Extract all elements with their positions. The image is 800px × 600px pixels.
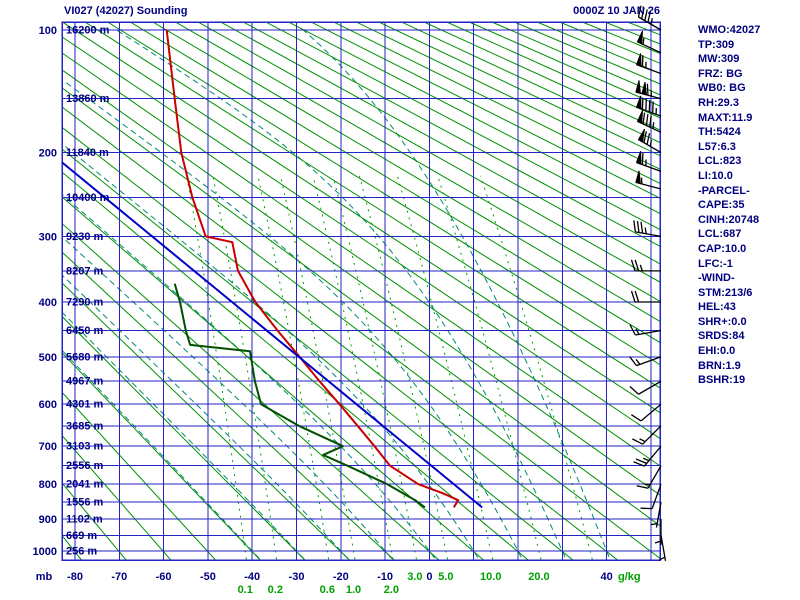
temp-tick-label: 0 bbox=[426, 571, 432, 583]
chart-datetime: 0000Z 10 JAN 26 bbox=[573, 5, 660, 17]
pressure-label: 300 bbox=[39, 231, 57, 243]
stats-line: SHR+:0.0 bbox=[698, 315, 747, 328]
height-label: 8207 m bbox=[66, 265, 104, 277]
temp-tick-label: -30 bbox=[289, 571, 305, 583]
mixing-ratio-label: 0.2 bbox=[268, 584, 283, 596]
temp-tick-label: 40 bbox=[600, 571, 612, 583]
temp-tick-label: -70 bbox=[111, 571, 127, 583]
mixing-unit-label: g/kg bbox=[618, 571, 641, 583]
stats-line: MAXT:11.9 bbox=[698, 111, 753, 124]
stats-line: CINH:20748 bbox=[698, 213, 760, 226]
mixing-ratio-label: 0.6 bbox=[320, 584, 335, 596]
stats-line: BSHR:19 bbox=[698, 374, 746, 387]
pressure-label: 200 bbox=[39, 148, 57, 160]
stats-line: WB0: BG bbox=[698, 82, 746, 95]
height-label: 10400 m bbox=[66, 192, 110, 204]
stats-panel: WMO:42027 TP:309 MW:309 FRZ: BG WB0: BG RH:29… bbox=[698, 23, 798, 388]
mixing-ratio-lines bbox=[186, 175, 593, 560]
stats-line: -WIND- bbox=[698, 272, 735, 285]
stats-line: RH:29.3 bbox=[698, 96, 739, 109]
height-label: 669 m bbox=[66, 530, 97, 542]
height-label: 7290 m bbox=[66, 297, 104, 309]
mixing-ratio-label: 2.0 bbox=[384, 584, 399, 596]
pressure-unit-label: mb bbox=[36, 571, 53, 583]
stats-line: WMO:42027 bbox=[698, 24, 761, 36]
pressure-label: 800 bbox=[39, 479, 57, 491]
stats-line: LI:10.0 bbox=[698, 169, 733, 182]
stats-line: SRDS:84 bbox=[698, 330, 745, 343]
stats-line: BRN:1.9 bbox=[698, 359, 741, 372]
dry-adiabats bbox=[62, 22, 660, 560]
stats-line: CAP:10.0 bbox=[698, 242, 747, 255]
stats-line: LCL:687 bbox=[698, 228, 742, 241]
temp-tick-label: -20 bbox=[333, 571, 349, 583]
wind-barbs bbox=[629, 5, 667, 561]
parcel-trace bbox=[62, 161, 483, 509]
pressure-temp-grid bbox=[61, 21, 661, 561]
height-label: 2556 m bbox=[66, 460, 104, 472]
mixing-ratio-label: 0.1 bbox=[238, 584, 253, 596]
stats-line: EHI:0.0 bbox=[698, 345, 736, 358]
height-label: 256 m bbox=[66, 545, 97, 557]
height-label: 4301 m bbox=[66, 399, 104, 411]
pressure-label: 900 bbox=[39, 514, 57, 526]
height-label: 3685 m bbox=[66, 420, 104, 432]
height-label: 1102 m bbox=[66, 513, 103, 525]
stats-line: HEL:43 bbox=[698, 301, 736, 314]
temp-tick-label: -60 bbox=[156, 571, 172, 583]
pressure-label: 400 bbox=[39, 297, 57, 309]
height-label: 2041 m bbox=[66, 479, 104, 491]
stats-line: LCL:823 bbox=[698, 155, 742, 168]
mixing-ratio-label: 5.0 bbox=[438, 571, 453, 583]
stats-line: CAPE:35 bbox=[698, 199, 745, 212]
temp-tick-label: -50 bbox=[200, 571, 216, 583]
mixing-ratio-label: 20.0 bbox=[528, 571, 549, 583]
pressure-label: 500 bbox=[39, 352, 57, 364]
sounding-traces bbox=[62, 29, 483, 509]
height-label: 16200 m bbox=[66, 25, 110, 37]
stats-line: MW:309 bbox=[698, 53, 740, 66]
dewpoint-trace bbox=[173, 283, 426, 509]
stats-line: TH:5424 bbox=[698, 126, 741, 139]
moist-adiabats bbox=[62, 29, 611, 560]
pressure-label: 1000 bbox=[33, 546, 57, 558]
stats-line: TP:309 bbox=[698, 38, 735, 51]
stats-line: L57:6.3 bbox=[698, 140, 736, 153]
pressure-label: 700 bbox=[39, 441, 57, 453]
height-label: 3103 m bbox=[66, 441, 104, 453]
temp-tick-label: -10 bbox=[377, 571, 393, 583]
height-label: 9230 m bbox=[66, 231, 104, 243]
chart-title: VI027 (42027) Sounding bbox=[64, 5, 188, 17]
stats-line: -PARCEL- bbox=[698, 184, 750, 197]
mixing-ratio-label: 1.0 bbox=[346, 584, 361, 596]
height-label: 6450 m bbox=[66, 325, 104, 337]
mixing-ratio-label: 10.0 bbox=[480, 571, 501, 583]
height-label: 11840 m bbox=[66, 147, 109, 159]
stats-line: FRZ: BG bbox=[698, 67, 743, 80]
height-label: 4967 m bbox=[66, 376, 104, 388]
temp-tick-label: -40 bbox=[244, 571, 260, 583]
temp-tick-label: -80 bbox=[67, 571, 83, 583]
stats-line: STM:213/6 bbox=[698, 286, 753, 299]
stats-line: LFC:-1 bbox=[698, 257, 733, 270]
height-label: 13860 m bbox=[66, 93, 110, 105]
pressure-label: 600 bbox=[39, 399, 57, 411]
mixing-ratio-label: 3.0 bbox=[407, 571, 422, 583]
pressure-label: 100 bbox=[39, 25, 57, 37]
height-label: 5680 m bbox=[66, 351, 104, 363]
height-label: 1556 m bbox=[66, 496, 104, 508]
